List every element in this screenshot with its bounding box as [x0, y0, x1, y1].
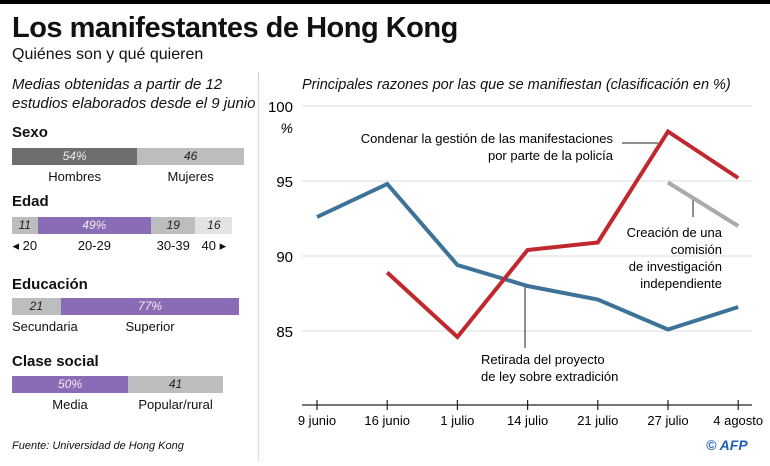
segment-label: Hombres: [48, 169, 101, 184]
series-label: Creación de una: [627, 225, 723, 240]
segment-label: Popular/rural: [138, 397, 213, 412]
note: Medias obtenidas a partir de 12 estudios…: [12, 76, 256, 112]
bar-segment: 54%: [12, 148, 138, 165]
x-tick-label: 1 julio: [440, 413, 474, 428]
bar-segment: 50%: [12, 376, 128, 393]
bar-segment: 11: [12, 217, 38, 234]
section-heading: Educación: [12, 276, 88, 293]
bar-segment: 16: [195, 217, 233, 234]
source: Fuente: Universidad de Hong Kong: [12, 440, 184, 452]
series-line: [385, 128, 740, 340]
y-tick-label: 95: [276, 174, 293, 191]
page-title: Los manifestantes de Hong Kong: [12, 12, 458, 44]
x-tick-label: 27 julio: [647, 413, 688, 428]
y-tick-label: 100: [268, 99, 293, 116]
bar-segment: 19: [151, 217, 196, 234]
section-heading: Clase social: [12, 353, 99, 370]
subtitle: Quiénes son y qué quieren: [12, 46, 204, 63]
bar-segment: 77%: [60, 298, 240, 315]
x-tick-label: 14 julio: [507, 413, 548, 428]
bar-segment: 41: [128, 376, 224, 393]
chart-title: Principales razones por las que se manif…: [302, 77, 731, 93]
section-heading: Edad: [12, 193, 49, 210]
series-label: comisión: [671, 242, 722, 257]
series-label: por parte de la policía: [488, 148, 614, 163]
section-heading: Sexo: [12, 124, 48, 141]
y-tick-label: 90: [276, 249, 293, 266]
bar-segment: 49%: [37, 217, 152, 234]
series-label: independiente: [640, 276, 722, 291]
segment-label: 30-39: [156, 238, 190, 253]
afp-logo: © AFP: [706, 437, 748, 453]
segment-label: ◂ 20: [12, 238, 38, 253]
segment-label: 40 ▸: [201, 238, 227, 253]
x-tick-label: 21 julio: [577, 413, 618, 428]
x-tick-label: 4 agosto: [713, 413, 763, 428]
bar-segment: 21: [12, 298, 61, 315]
x-tick-label: 9 junio: [298, 413, 336, 428]
segment-label: 20-29: [77, 238, 111, 253]
series-label: Condenar la gestión de las manifestacion…: [361, 131, 614, 146]
divider: [258, 72, 259, 460]
segment-label: Mujeres: [167, 169, 214, 184]
segment-label: Superior: [125, 319, 175, 334]
y-unit-label: %: [281, 120, 293, 136]
x-tick-label: 16 junio: [364, 413, 410, 428]
y-tick-label: 85: [276, 324, 293, 341]
bar-segment: 46: [137, 148, 244, 165]
series-label: de investigación: [629, 259, 722, 274]
series-line: [316, 181, 739, 332]
segment-label: Media: [52, 397, 88, 412]
series-label: de ley sobre extradición: [481, 369, 618, 384]
series-label: Retirada del proyecto: [481, 352, 605, 367]
top-rule: [0, 0, 770, 4]
series-line: [666, 180, 740, 228]
